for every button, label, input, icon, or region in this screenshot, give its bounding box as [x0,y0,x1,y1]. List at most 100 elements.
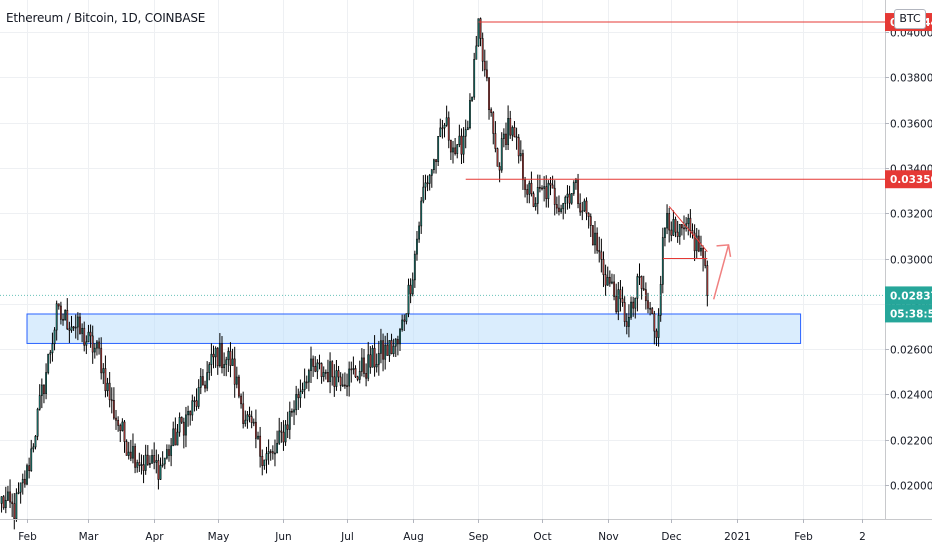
candle-body [117,419,120,426]
candle-body [178,417,181,433]
candle-body [144,454,147,471]
candle-body [276,442,278,454]
candle-body [299,391,302,399]
candle-body [649,307,652,310]
candle-body [483,60,486,71]
candle-body [416,238,418,255]
candle-body [596,232,599,251]
candle-body [202,376,204,386]
x-tick-label: Feb [18,531,37,543]
candle-body [318,362,321,365]
candle-body [439,127,442,137]
candle-body [581,210,584,213]
candle-body [335,370,338,387]
candle-body [214,348,217,358]
x-tick-label: Apr [145,531,164,543]
candle-body [591,225,594,246]
candle-body [433,159,435,171]
candle-body [399,329,401,345]
candle-body [96,341,98,349]
x-tick-label: Dec [661,531,682,543]
candle-body [664,227,666,238]
candle-body [354,368,357,378]
candle-body [700,247,702,252]
candle-body [602,259,605,276]
candle-body [653,313,656,332]
candle-body [223,364,226,369]
candle-body [424,182,427,188]
candle-body [655,330,658,338]
candle-body [621,298,624,303]
candle-body [678,224,681,237]
candle-body [358,371,361,380]
candle-body [469,100,471,129]
currency-button[interactable]: BTC [894,9,926,29]
candle-body [210,353,213,365]
projection-arrow-shaft [712,244,730,300]
candle-body [322,372,325,377]
candle-body [530,182,533,195]
candle-body [558,207,560,212]
candle-body [613,281,615,297]
x-tick-label: Feb [794,531,813,543]
candle-body [189,411,192,416]
candle-body [153,455,156,463]
candle-body [240,395,242,405]
candle-body [642,288,645,290]
price-axis: 0.020000.022000.024000.026000.028000.030… [885,0,932,550]
candle-body [314,365,317,372]
candle-body [697,235,700,252]
candle-body [269,451,272,453]
candle-body [93,347,96,353]
candle-body [34,435,37,448]
candle-body [695,235,698,252]
candle-body [26,465,28,485]
candle-body [110,399,113,402]
candle-body [494,133,497,149]
candle-body [28,465,31,472]
candle-body [445,117,448,126]
candle-body [680,224,683,229]
triangle-upper-line [668,206,708,253]
candle-body [98,341,100,349]
candle-body [360,357,363,372]
candle-body [274,452,276,455]
candle-body [176,431,179,446]
candle-body [106,382,109,392]
x-tick-label: Oct [533,531,551,543]
candle-body [380,340,382,354]
candle-body [382,340,384,360]
candle-body [704,258,707,266]
candle-body [443,124,446,129]
candle-body [488,77,490,111]
candle-body [706,265,709,297]
candle-body [15,493,18,520]
candle-body [233,358,236,385]
candle-body [157,460,160,480]
candle-body [320,363,323,377]
candle-body [112,399,115,419]
candle-body [172,428,175,447]
candle-body [526,189,529,195]
candle-body [30,448,33,472]
candle-body [127,451,130,456]
candle-body [280,430,283,433]
candle-body [40,384,43,396]
candle-body [43,384,45,394]
candle-body [327,372,329,382]
candle-body [123,421,126,442]
candle-body [505,133,507,145]
candle-body [604,274,607,286]
candle-body [329,361,331,382]
candle-body [515,136,518,139]
x-tick-label: Aug [403,531,424,543]
candle-body [570,193,573,204]
candle-body [108,382,111,401]
candle-body [674,219,677,233]
candle-body [36,408,39,437]
current-price-label-bg [885,286,932,305]
candle-body [221,343,223,369]
candle-body [155,460,158,463]
candle-body [129,451,132,459]
